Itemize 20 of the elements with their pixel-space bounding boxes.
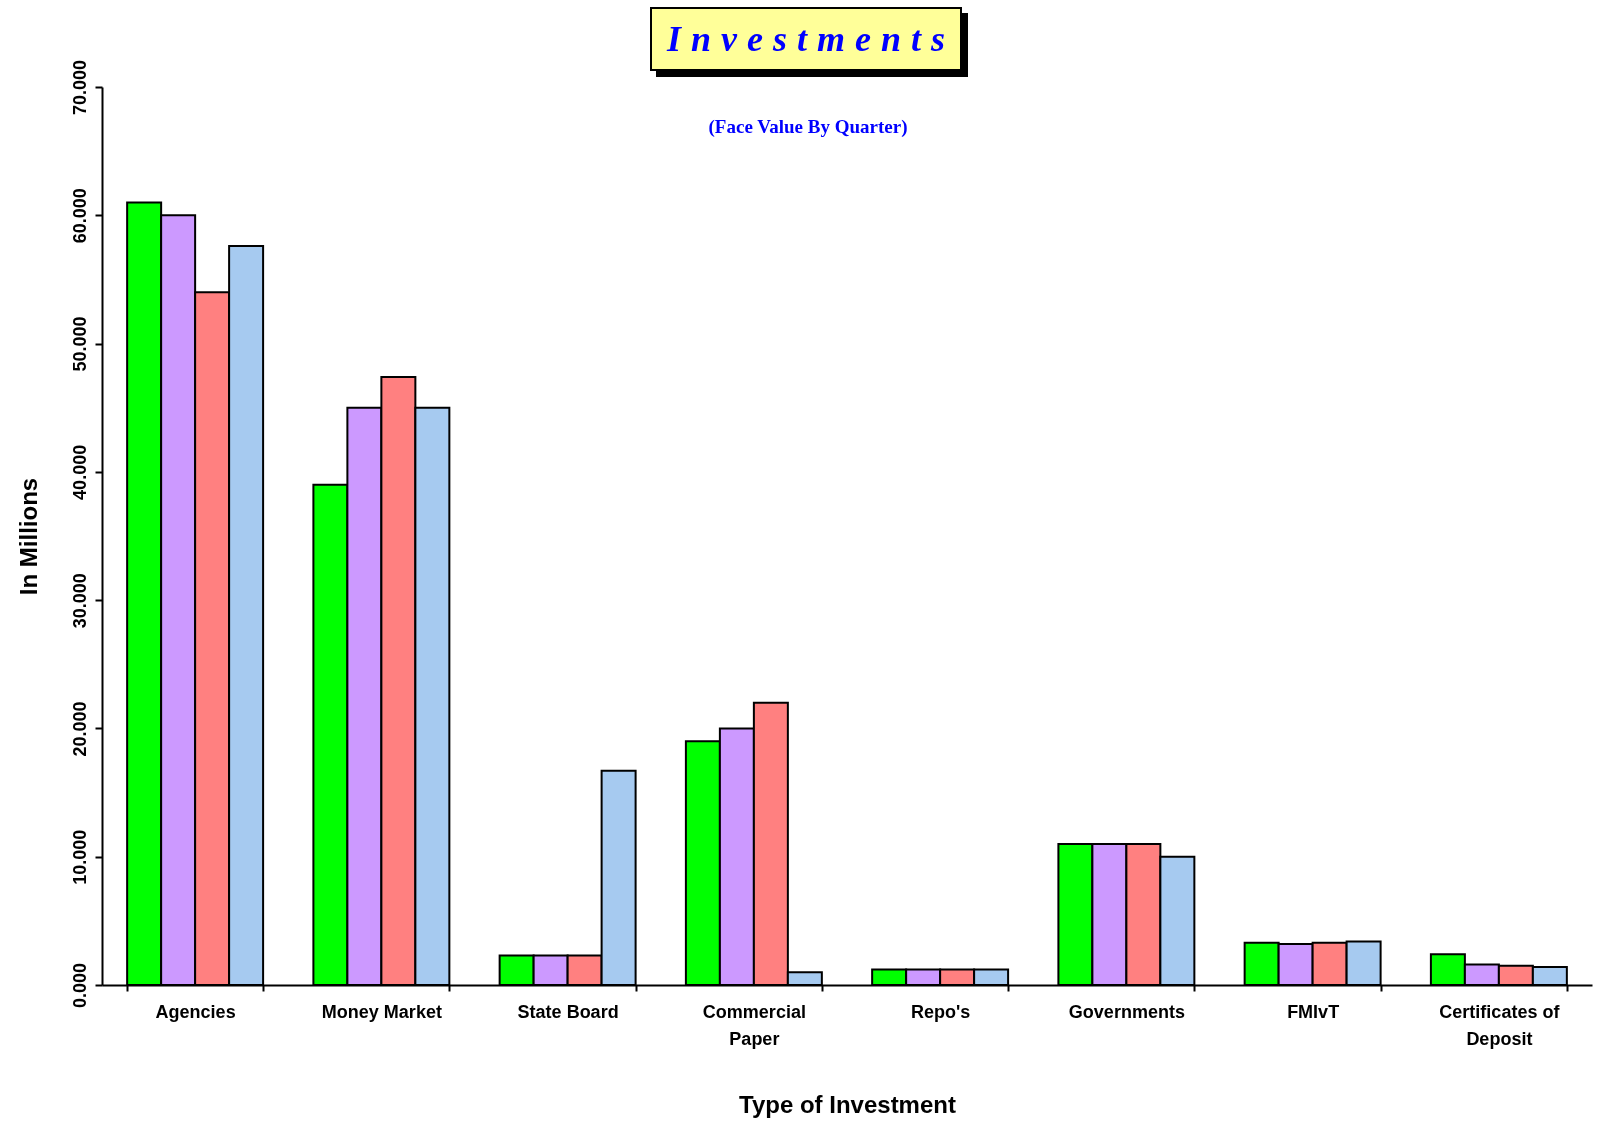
x-tick-label: Governments: [1068, 1001, 1185, 1022]
text: (Face Value By Quarter): [708, 116, 908, 138]
x-tick-label: FMIvT: [1287, 1001, 1340, 1022]
x-tick-label: Commercial Paper: [702, 1001, 806, 1049]
y-tick-label: 50.000: [69, 316, 90, 372]
x-axis-title: Type of Investment: [739, 1090, 956, 1118]
x-tick-label: Money Market: [321, 1001, 442, 1022]
chart-title: Investments: [650, 7, 962, 71]
x-tick-label: State Board: [517, 1001, 619, 1022]
y-tick-label: 60.000: [69, 188, 90, 244]
x-tick-label: Repo's: [910, 1001, 971, 1022]
y-tick-label: 0.000: [69, 962, 90, 1009]
y-tick-label: 20.000: [69, 701, 90, 757]
x-tick-label: Agencies: [155, 1001, 236, 1022]
y-tick-label: 30.000: [69, 573, 90, 629]
y-tick-label: 70.000: [69, 59, 90, 116]
y-tick-label: 40.000: [69, 444, 90, 500]
x-tick-label: Certificates of Deposit: [1439, 1001, 1561, 1049]
y-axis-title: In Millions: [14, 477, 42, 596]
y-tick-label: 10.000: [69, 829, 90, 885]
